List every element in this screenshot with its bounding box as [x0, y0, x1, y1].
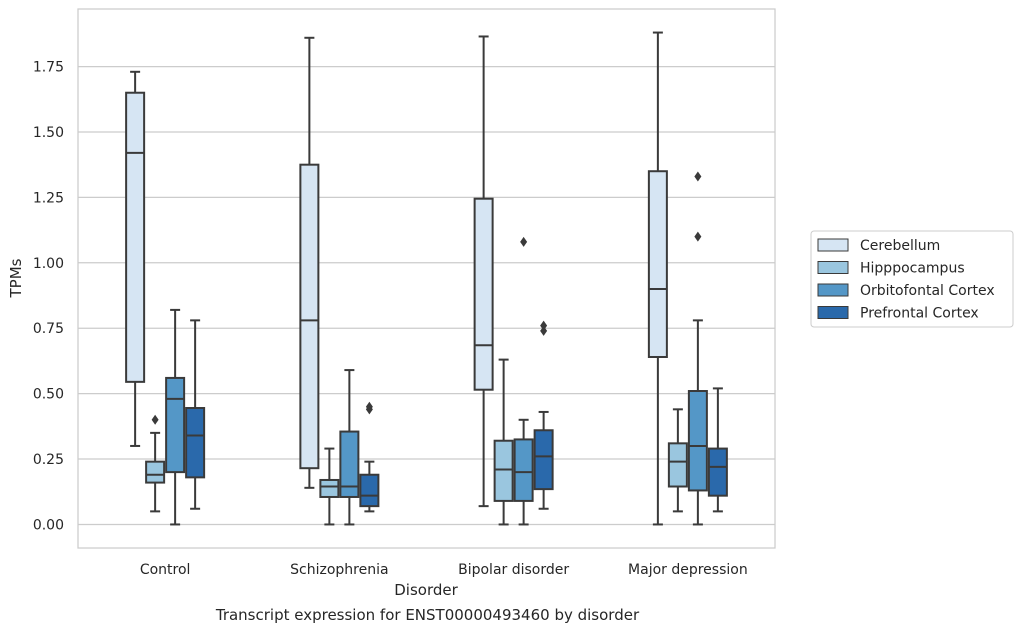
- series-orbitofontal-cortex: [165, 171, 708, 526]
- box-body: [667, 442, 688, 488]
- outlier-marker: [520, 236, 528, 247]
- box-body: [687, 390, 708, 492]
- y-tick-label: 0.75: [33, 321, 64, 337]
- legend: Cerebellum Hipppocampus Orbitofontal Corte…: [810, 230, 1014, 328]
- box: [647, 31, 668, 526]
- y-axis-label: TPMs: [7, 258, 25, 298]
- box: [319, 447, 340, 526]
- legend-label: Prefrontal Cortex: [860, 306, 979, 322]
- box-body: [647, 170, 668, 358]
- box-body: [473, 197, 494, 391]
- y-tick-label: 1.75: [33, 60, 64, 76]
- legend-label: Cerebellum: [860, 238, 940, 254]
- box: [687, 171, 708, 526]
- box-series: [125, 31, 728, 526]
- y-tick-label: 1.25: [33, 190, 64, 206]
- legend-swatch: [817, 306, 849, 319]
- box-body: [533, 429, 554, 491]
- y-tick-label: 0.50: [33, 387, 64, 403]
- x-axis-label: Disorder: [394, 581, 458, 599]
- outlier-marker: [151, 414, 159, 425]
- series-prefrontal-cortex: [185, 319, 728, 513]
- x-tick-label: Control: [140, 562, 191, 578]
- outlier-marker: [365, 401, 373, 412]
- legend-swatch: [817, 261, 849, 274]
- legend-swatch: [817, 238, 849, 252]
- box: [707, 387, 728, 513]
- box-body: [339, 430, 360, 498]
- series-hipppocampus: [145, 358, 688, 526]
- box-body: [145, 460, 166, 484]
- legend-frame: [810, 230, 1014, 328]
- box: [359, 401, 380, 513]
- box: [299, 36, 320, 489]
- box: [473, 35, 494, 508]
- y-tick-label: 0.25: [33, 452, 64, 468]
- outlier-marker: [540, 325, 548, 336]
- box: [493, 358, 514, 526]
- x-tick-label: Bipolar disorder: [458, 562, 569, 578]
- y-axis-ticks: 0.00 0.25 0.50 0.75 1.00 1.25 1.50 1.75: [33, 60, 64, 534]
- box-body: [165, 376, 186, 474]
- outlier-marker: [540, 320, 548, 331]
- box-body: [707, 447, 728, 497]
- box: [145, 414, 166, 513]
- box-body: [125, 91, 146, 383]
- legend-label: Hipppocampus: [860, 261, 965, 277]
- y-tick-label: 1.00: [33, 256, 64, 272]
- box-body: [493, 439, 514, 502]
- box: [125, 70, 146, 447]
- outlier-marker: [694, 231, 702, 242]
- outlier-marker: [694, 171, 702, 182]
- box-body: [513, 438, 534, 502]
- y-tick-label: 1.50: [33, 125, 64, 141]
- box: [667, 408, 688, 513]
- box-body: [359, 473, 380, 508]
- box: [513, 236, 534, 526]
- y-tick-label: 0.00: [33, 517, 64, 533]
- plot-area-frame: [77, 8, 776, 549]
- box: [165, 308, 186, 526]
- box-body: [185, 407, 206, 479]
- x-axis-ticks: Control Schizophrenia Bipolar disorder Majo…: [140, 562, 748, 578]
- legend-swatch: [817, 283, 849, 297]
- box-body: [319, 478, 340, 498]
- x-tick-label: Schizophrenia: [290, 562, 388, 578]
- figure-caption: Transcript expression for ENST0000049346…: [215, 606, 640, 624]
- box: [339, 369, 360, 526]
- legend-label: Orbitofontal Cortex: [860, 283, 995, 299]
- box: [185, 319, 206, 510]
- box: [533, 320, 554, 510]
- x-tick-label: Major depression: [628, 562, 748, 578]
- series-cerebellum: [125, 31, 668, 526]
- box-body: [299, 163, 320, 470]
